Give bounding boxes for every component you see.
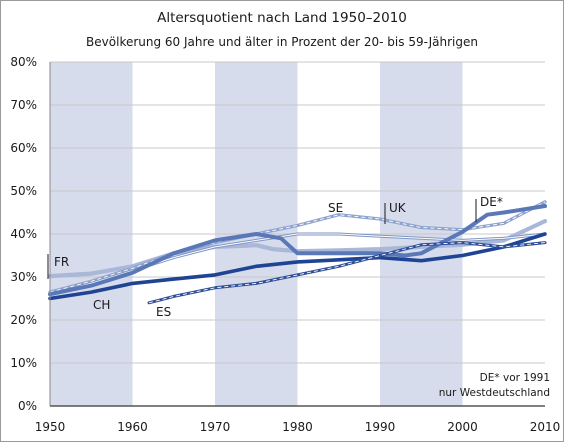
chart-title: Altersquotient nach Land 1950–2010	[157, 10, 407, 26]
series-label-de: DE*	[480, 195, 503, 209]
x-tick-label: 1950	[35, 420, 66, 434]
x-tick-label: 1990	[365, 420, 396, 434]
series-label-es: ES	[156, 305, 171, 319]
y-tick-label: 30%	[10, 270, 37, 284]
series-label-ch: CH	[93, 298, 110, 312]
series-label-se: SE	[328, 201, 343, 215]
y-tick-label: 50%	[10, 184, 37, 198]
y-tick-label: 60%	[10, 141, 37, 155]
series-label-fr: FR	[54, 255, 69, 269]
y-tick-label: 70%	[10, 98, 37, 112]
tick-labels: 0% 10% 20% 30% 40% 50% 60% 70% 80% 1950 1960 1970 19…	[10, 55, 560, 434]
series-line-se-dash	[49, 201, 546, 293]
series-line-de	[48, 204, 547, 297]
x-tick-label: 2000	[447, 420, 478, 434]
axes	[49, 62, 545, 407]
chart-subtitle: Bevölkerung 60 Jahre und älter in Prozen…	[86, 35, 478, 49]
gridlines	[50, 61, 545, 364]
x-tick-label: 1980	[282, 420, 313, 434]
y-tick-label: 20%	[10, 313, 37, 327]
series-lines	[47, 200, 548, 305]
y-tick-label: 40%	[10, 227, 37, 241]
y-tick-label: 80%	[10, 55, 37, 69]
footnote-line-2: nur Westdeutschland	[439, 387, 550, 399]
series-line-es	[147, 241, 547, 305]
x-tick-label: 2010	[530, 420, 561, 434]
x-tick-label: 1970	[200, 420, 231, 434]
series-line-ch	[48, 232, 547, 301]
x-tick-label: 1960	[117, 420, 148, 434]
footnote-line-1: DE* vor 1991	[480, 372, 550, 384]
series-label-uk: UK	[389, 201, 407, 215]
y-tick-label: 10%	[10, 356, 37, 370]
y-tick-label: 0%	[18, 399, 37, 413]
